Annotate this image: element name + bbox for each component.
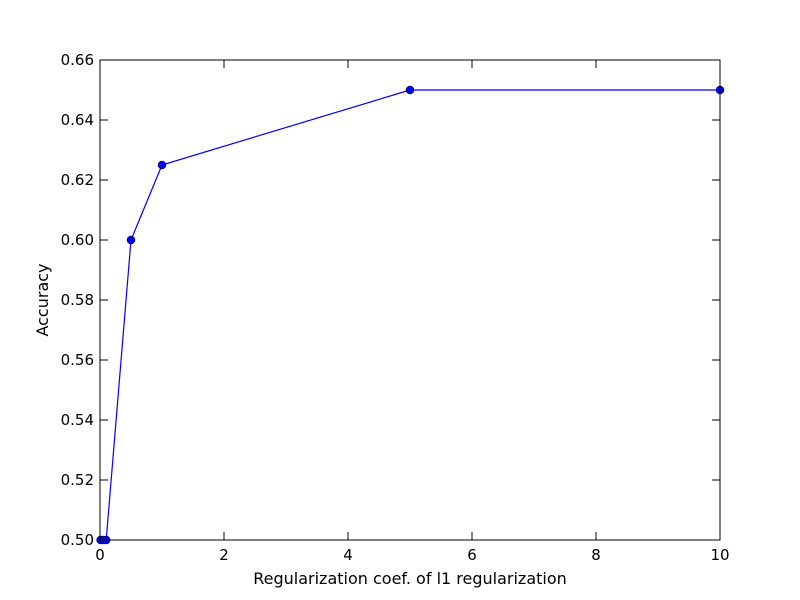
data-point <box>405 85 415 95</box>
plot-area-frame <box>99 59 721 541</box>
y-tick-label: 0.60 <box>61 231 94 249</box>
x-tick-label: 10 <box>710 546 729 564</box>
x-tick-label: 0 <box>95 546 105 564</box>
y-tick-label: 0.56 <box>61 351 94 369</box>
y-tick-label: 0.58 <box>61 291 94 309</box>
y-tick-label: 0.62 <box>61 171 94 189</box>
y-axis-label: Accuracy <box>33 263 52 336</box>
series-line <box>100 89 720 541</box>
x-tick-label: 4 <box>343 546 353 564</box>
x-tick-label: 2 <box>219 546 229 564</box>
y-tick-label: 0.54 <box>61 411 94 429</box>
x-tick-label: 8 <box>591 546 601 564</box>
data-point <box>126 235 136 245</box>
x-axis-label: Regularization coef. of l1 regularizatio… <box>253 569 567 588</box>
y-tick-label: 0.50 <box>61 531 94 549</box>
y-tick-label: 0.52 <box>61 471 94 489</box>
y-tick-label: 0.66 <box>61 51 94 69</box>
x-tick-label: 6 <box>467 546 477 564</box>
series-layer <box>96 85 725 545</box>
data-point <box>157 160 167 170</box>
y-tick-label: 0.64 <box>61 111 94 129</box>
ticks-layer: 0 2 4 6 8 10 0.50 0.52 0.54 0.56 0.58 0.60 0.62 0.64 0… <box>61 51 730 564</box>
